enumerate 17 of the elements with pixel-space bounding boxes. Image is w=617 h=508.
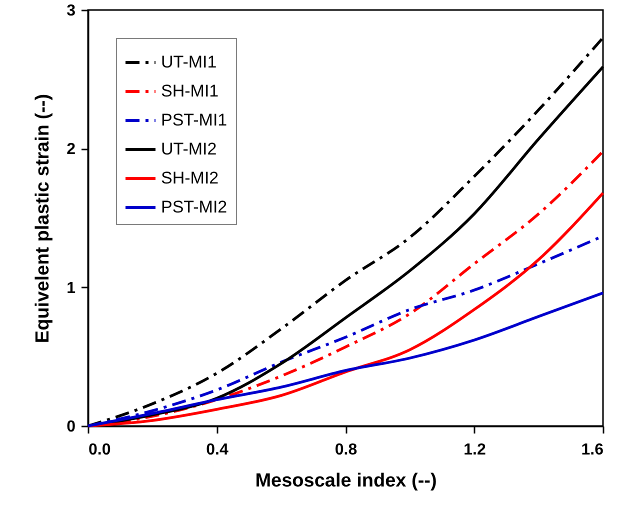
y-tick-label: 1: [66, 280, 76, 297]
x-tick-label: 1.2: [464, 442, 486, 458]
legend-label: SH-MI1: [161, 82, 219, 100]
x-tick-label: 0.8: [334, 442, 358, 458]
y-tick-label: 0: [66, 418, 76, 436]
x-tick-label: 0.0: [88, 442, 111, 458]
legend-label: UT-MI1: [161, 52, 217, 72]
legend-label: PST-MI2: [161, 198, 228, 216]
x-tick-label: 0.4: [206, 442, 228, 458]
y-tick-label: 2: [66, 141, 76, 158]
legend-label: UT-MI2: [161, 140, 217, 158]
legend-label: PST-MI1: [161, 110, 228, 130]
legend-label: SH-MI2: [161, 168, 219, 188]
x-tick-label: 1.6: [581, 442, 604, 458]
y-axis-title: Equivelent plastic strain (--): [32, 94, 54, 344]
y-tick-label: 3: [66, 2, 76, 20]
x-axis-title: Mesoscale index (--): [255, 470, 437, 492]
